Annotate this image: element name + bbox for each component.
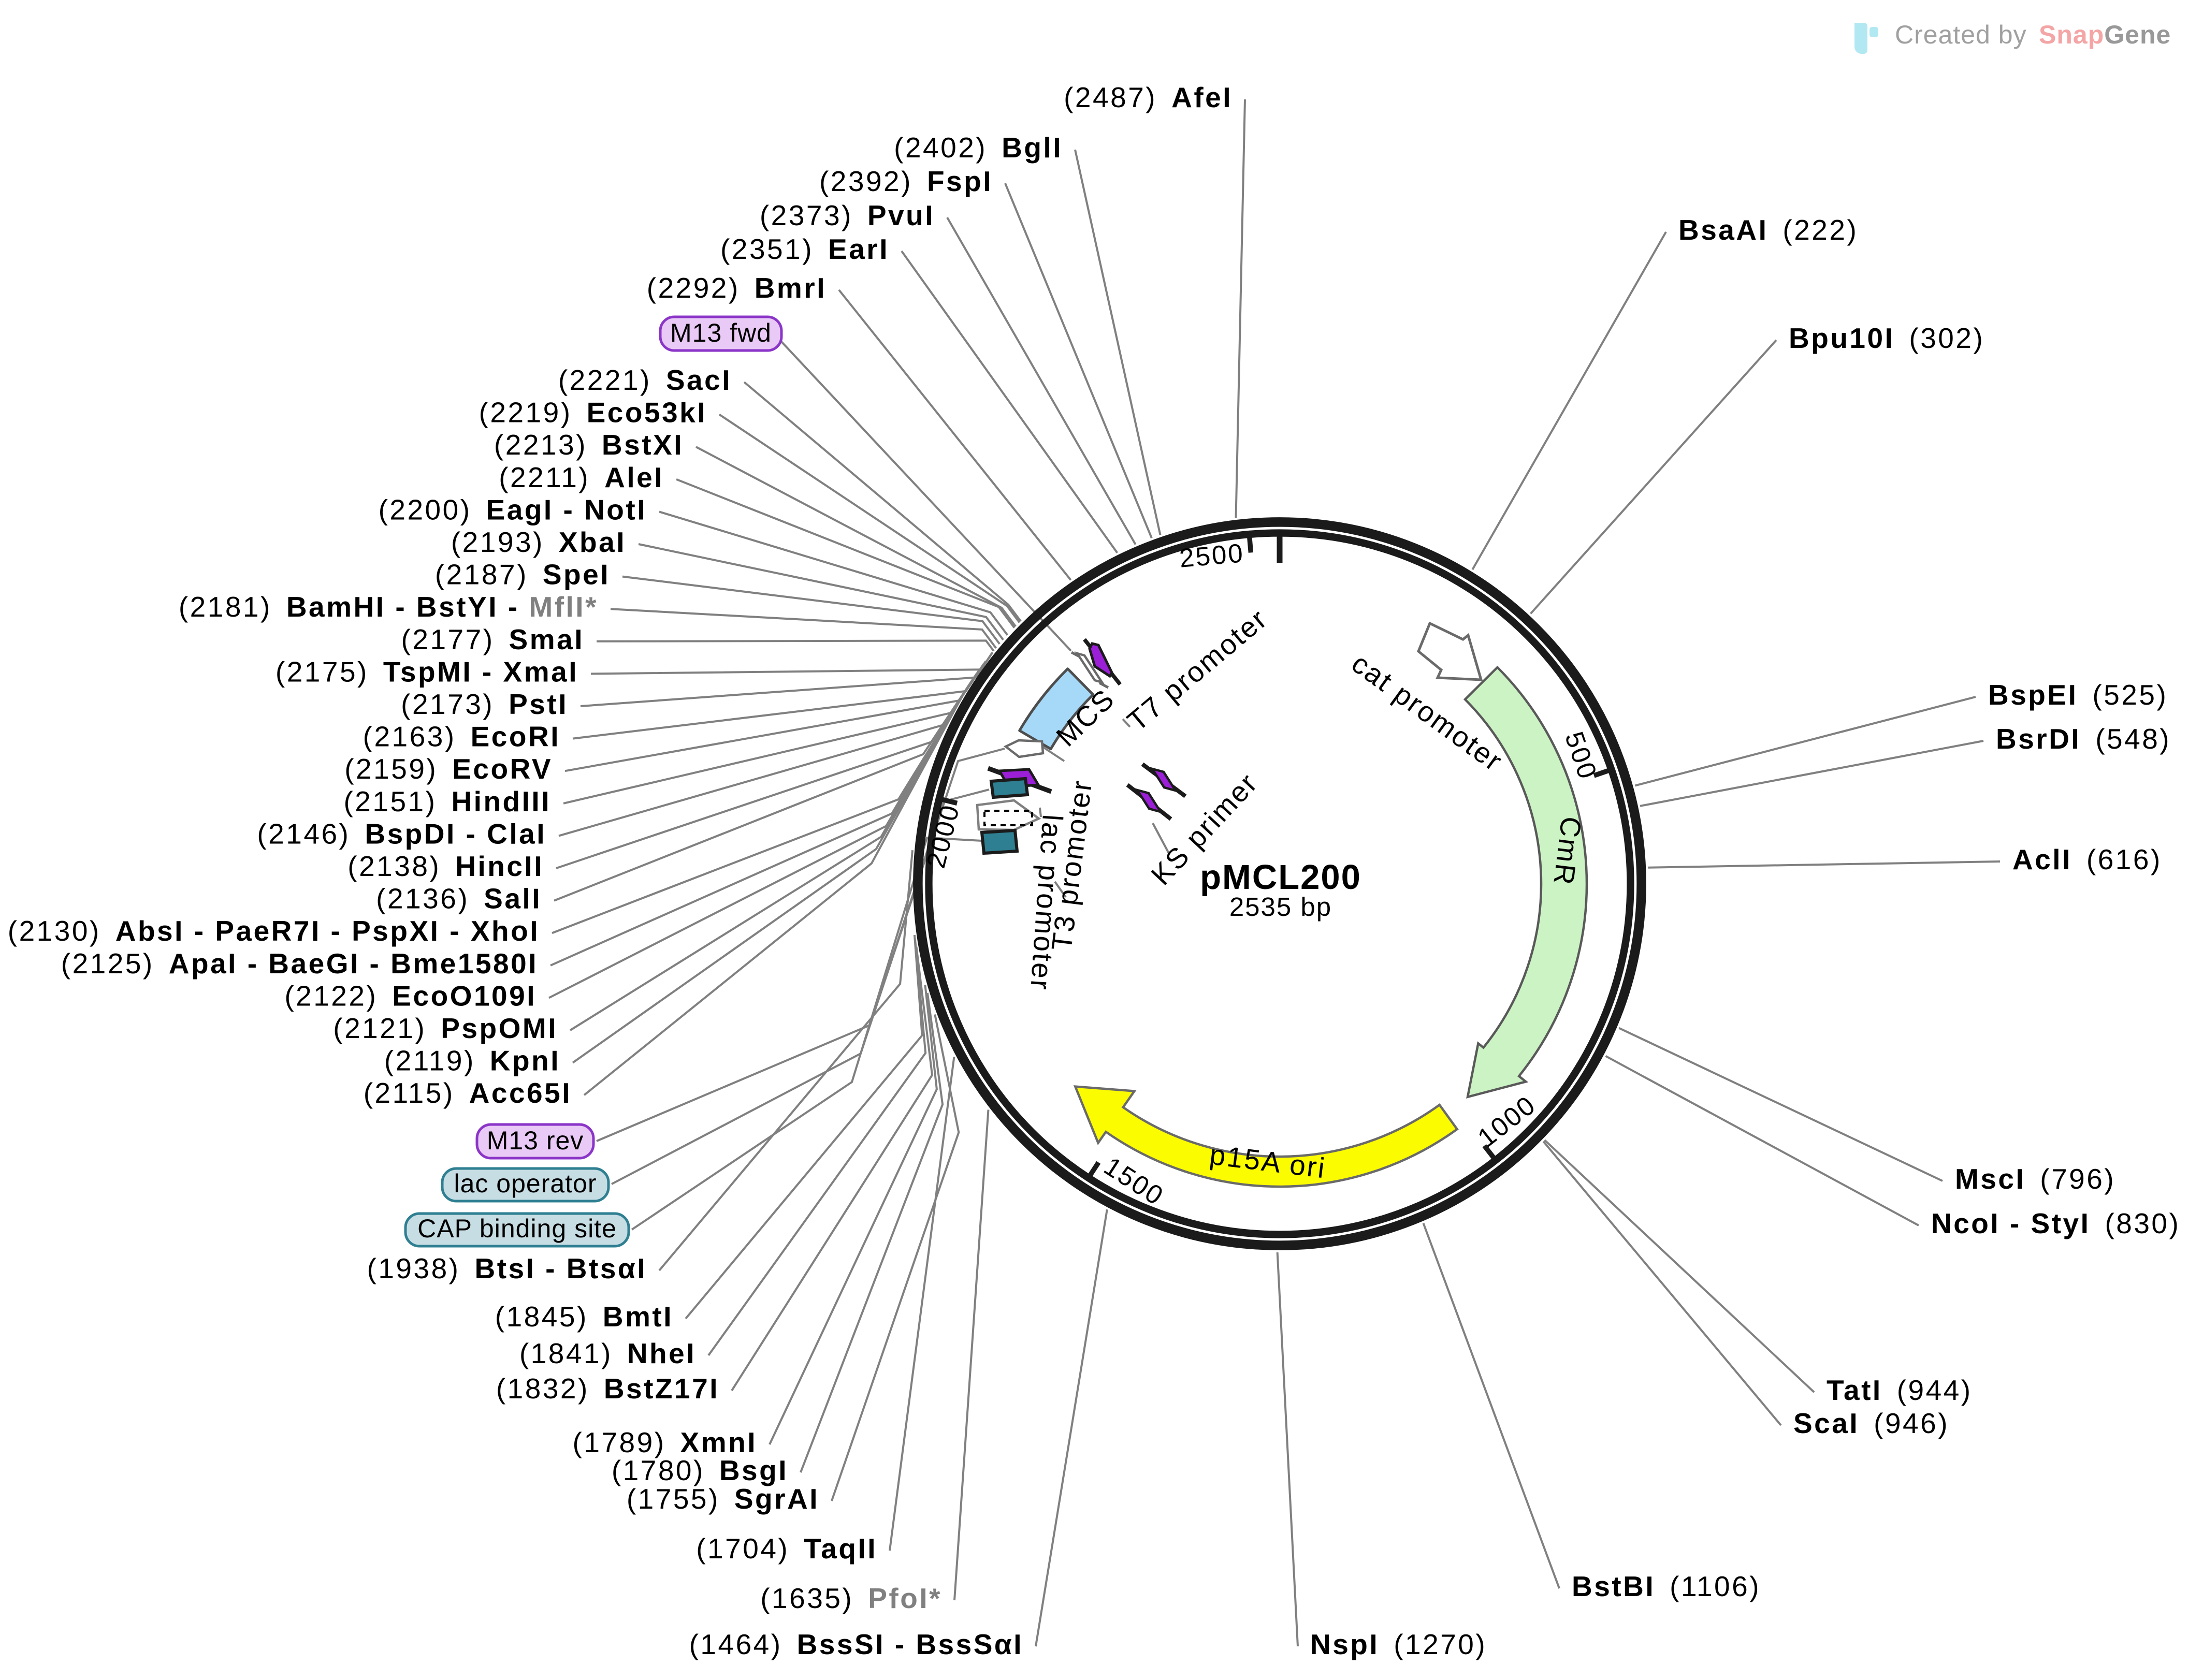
svg-text:(2292)BmrI: (2292) BmrI <box>647 272 827 304</box>
svg-text:(2119)KpnI: (2119) KpnI <box>384 1045 560 1077</box>
svg-text:(2351)EarI: (2351) EarI <box>720 233 889 265</box>
svg-text:MscI(796): MscI (796) <box>1955 1163 2115 1195</box>
svg-text:(1789)XmnI: (1789) XmnI <box>573 1426 757 1458</box>
svg-text:pMCL200: pMCL200 <box>1200 858 1361 897</box>
svg-text:M13 fwd: M13 fwd <box>670 318 772 347</box>
svg-text:(2213)BstXI: (2213) BstXI <box>494 429 684 461</box>
svg-text:CAP binding site: CAP binding site <box>417 1214 617 1243</box>
svg-text:lac operator: lac operator <box>454 1169 597 1198</box>
svg-text:(2121)PspOMI: (2121) PspOMI <box>333 1012 558 1044</box>
svg-text:(2130)AbsI - PaeR7I - PspXI -: (2130) AbsI - PaeR7I - PspXI - XhoI <box>8 915 540 947</box>
svg-text:NspI(1270): NspI (1270) <box>1310 1628 1487 1660</box>
svg-text:(2200)EagI - NotI: (2200) EagI - NotI <box>379 493 647 525</box>
svg-text:(2392)FspI: (2392) FspI <box>819 165 993 197</box>
svg-text:(2187)SpeI: (2187) SpeI <box>435 559 610 591</box>
svg-text:M13 rev: M13 rev <box>487 1126 584 1155</box>
svg-text:(2221)SacI: (2221) SacI <box>558 364 732 396</box>
svg-text:(2115)Acc65I: (2115) Acc65I <box>364 1077 572 1109</box>
svg-text:(2177)SmaI: (2177) SmaI <box>401 623 584 655</box>
svg-text:BsrDI(548): BsrDI (548) <box>1996 723 2171 755</box>
svg-text:NcoI - StyI(830): NcoI - StyI (830) <box>1931 1207 2180 1239</box>
svg-text:2535 bp: 2535 bp <box>1229 892 1332 922</box>
svg-text:(2211)AleI: (2211) AleI <box>499 461 664 493</box>
svg-text:BspEI(525): BspEI (525) <box>1988 679 2168 711</box>
svg-text:(2193)XbaI: (2193) XbaI <box>451 526 626 558</box>
svg-text:BsaAI(222): BsaAI (222) <box>1678 214 1858 246</box>
svg-text:(1841)NheI: (1841) NheI <box>519 1337 696 1369</box>
svg-text:(1704)TaqII: (1704) TaqII <box>696 1532 877 1565</box>
svg-text:(2159)EcoRV: (2159) EcoRV <box>344 753 553 785</box>
svg-text:AclI(616): AclI (616) <box>2012 843 2162 875</box>
svg-text:(1938)BtsI - BtsαI: (1938) BtsI - BtsαI <box>367 1252 647 1284</box>
svg-text:2500: 2500 <box>1178 538 1245 573</box>
svg-text:TatI(944): TatI (944) <box>1827 1374 1973 1406</box>
svg-text:Bpu10I(302): Bpu10I (302) <box>1789 322 1984 354</box>
svg-text:(2373)PvuI: (2373) PvuI <box>760 199 935 231</box>
svg-text:(1635)PfoI*: (1635) PfoI* <box>760 1582 942 1614</box>
svg-text:(1832)BstZ17I: (1832) BstZ17I <box>496 1372 719 1405</box>
svg-text:(2219)Eco53kI: (2219) Eco53kI <box>479 397 707 429</box>
svg-text:SnapGene: SnapGene <box>2039 20 2171 49</box>
svg-text:(2136)SalI: (2136) SalI <box>376 883 542 915</box>
svg-text:(2146)BspDI - ClaI: (2146) BspDI - ClaI <box>257 817 546 850</box>
svg-text:Created by: Created by <box>1895 20 2027 49</box>
svg-text:(2181)BamHI - BstYI - MflI*: (2181) BamHI - BstYI - MflI* <box>179 591 598 623</box>
svg-text:(2163)EcoRI: (2163) EcoRI <box>363 721 560 753</box>
svg-text:(2151)HindIII: (2151) HindIII <box>343 785 551 817</box>
svg-text:(2122)EcoO109I: (2122) EcoO109I <box>284 980 537 1012</box>
svg-text:(2175)TspMI - XmaI: (2175) TspMI - XmaI <box>276 655 578 688</box>
svg-text:(2487)AfeI: (2487) AfeI <box>1064 81 1233 113</box>
svg-text:(2138)HincII: (2138) HincII <box>347 850 544 882</box>
svg-text:(2402)BglI: (2402) BglI <box>894 132 1063 164</box>
svg-text:(2173)PstI: (2173) PstI <box>401 688 568 720</box>
svg-text:(1755)SgrAI: (1755) SgrAI <box>627 1483 819 1515</box>
svg-text:ScaI(946): ScaI (946) <box>1793 1407 1949 1439</box>
svg-text:(1464)BssSI - BssSαI: (1464) BssSI - BssSαI <box>689 1628 1023 1660</box>
svg-text:(1780)BsgI: (1780) BsgI <box>612 1454 788 1486</box>
svg-text:BstBI(1106): BstBI (1106) <box>1572 1570 1761 1602</box>
svg-text:(1845)BmtI: (1845) BmtI <box>495 1301 673 1333</box>
svg-text:(2125)ApaI - BaeGI - Bme1580I: (2125) ApaI - BaeGI - Bme1580I <box>61 947 538 980</box>
